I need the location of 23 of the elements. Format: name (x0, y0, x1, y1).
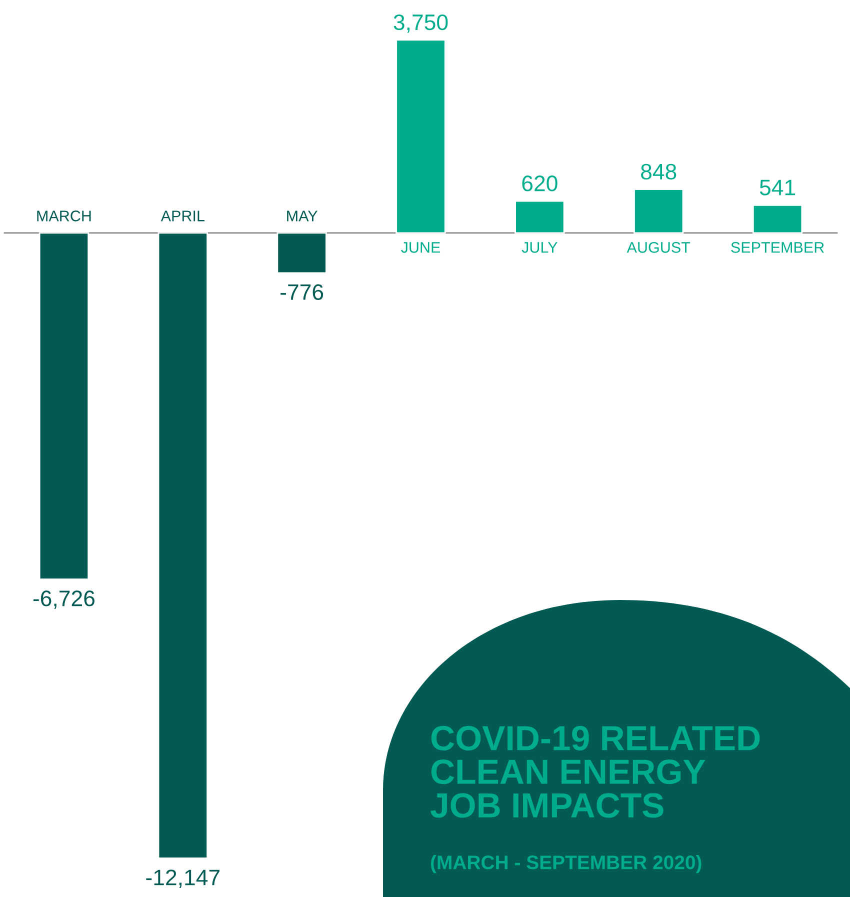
bar (752, 204, 803, 234)
data-label: 541 (760, 180, 795, 196)
x-tick-label: JULY (522, 242, 558, 253)
data-label: 3,750 (394, 14, 448, 33)
data-label: 848 (641, 164, 676, 180)
x-tick-label: AUGUST (626, 242, 690, 253)
bar (396, 39, 446, 234)
data-label: -12,147 (146, 870, 220, 888)
bar (38, 232, 90, 580)
x-tick-label: MAY (287, 210, 318, 222)
bar (158, 232, 208, 859)
x-tick-label: JUNE (401, 242, 440, 253)
data-label: -6,726 (33, 590, 94, 609)
bar (276, 232, 327, 274)
bar (514, 200, 565, 234)
text: (MARCH - SEPTEMBER 2020) (430, 855, 702, 874)
x-tick-label: MARCH (37, 210, 91, 222)
data-label: -776 (280, 284, 324, 300)
bar (634, 188, 684, 234)
x-tick-label: SEPTEMBER (731, 242, 824, 253)
text: COVID-19 RELATED CLEAN ENERGY JOB IMPACTS (430, 726, 760, 818)
x-tick-label: APRIL (160, 210, 204, 222)
data-label: 620 (522, 176, 558, 192)
